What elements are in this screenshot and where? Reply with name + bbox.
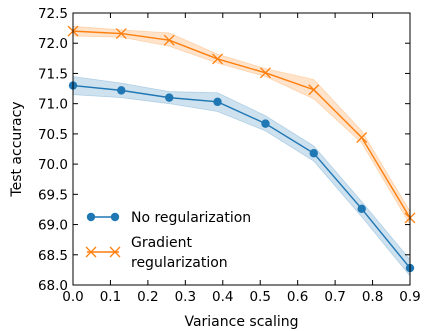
x-tick-label: 0.4 (212, 289, 233, 305)
legend-label-no-regularization: No regularization (131, 210, 251, 226)
x-tick-label: 0.7 (324, 289, 345, 305)
x-tick-label: 0.8 (362, 289, 383, 305)
x-axis-label: Variance scaling (184, 314, 298, 330)
axis-ticks: 0.0 0.1 0.2 0.3 0.4 0.5 0.6 0.7 0.8 0.968.068.569… (38, 6, 421, 305)
legend-label-gradient-regularization-line2: regularization (131, 255, 228, 271)
y-tick-label: 69.5 (38, 187, 68, 203)
y-tick-label: 68.5 (38, 248, 68, 264)
y-tick-label: 71.5 (38, 66, 68, 82)
point-no-regularization (261, 119, 269, 127)
legend-marker-no-regularization (87, 213, 95, 221)
y-tick-label: 70.0 (38, 157, 68, 173)
legend: No regularization Gradient regularizatio… (86, 210, 251, 271)
x-tick-label: 0.5 (249, 289, 270, 305)
x-tick-label: 0.2 (137, 289, 158, 305)
line-gradient-regularization (73, 31, 410, 218)
x-tick-label: 0.3 (175, 289, 196, 305)
point-no-regularization (117, 86, 125, 94)
y-tick-label: 72.0 (38, 36, 68, 52)
x-tick-label: 0.1 (100, 289, 121, 305)
plot-frame (73, 13, 410, 285)
legend-marker-no-regularization (111, 213, 119, 221)
x-tick-label: 0.9 (399, 289, 420, 305)
x-tick-label: 0.6 (287, 289, 308, 305)
band-gradient-regularization (73, 26, 410, 224)
y-tick-label: 70.5 (38, 127, 68, 143)
legend-label-gradient-regularization-line1: Gradient (131, 235, 192, 251)
y-tick-label: 71.0 (38, 97, 68, 113)
y-tick-label: 72.5 (38, 6, 68, 22)
band-no-regularization (73, 76, 410, 275)
confidence-bands (73, 26, 410, 276)
point-no-regularization (357, 205, 365, 213)
y-tick-label: 69.0 (38, 218, 68, 234)
line-no-regularization (73, 86, 410, 269)
point-no-regularization (310, 149, 318, 157)
point-no-regularization (213, 98, 221, 106)
point-no-regularization (165, 93, 173, 101)
y-axis-label: Test accuracy (9, 101, 25, 197)
y-tick-label: 68.0 (38, 278, 68, 294)
